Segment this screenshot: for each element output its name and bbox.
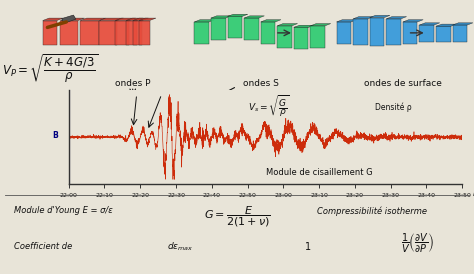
Text: $V_P = \sqrt{\dfrac{K+4G/3}{\rho}}$: $V_P = \sqrt{\dfrac{K+4G/3}{\rho}}$ bbox=[2, 52, 99, 85]
Polygon shape bbox=[60, 21, 78, 45]
Text: ondes S: ondes S bbox=[243, 79, 279, 88]
Polygon shape bbox=[194, 20, 215, 22]
Text: $\dfrac{1}{V}\left(\dfrac{\partial V}{\partial P}\right)$: $\dfrac{1}{V}\left(\dfrac{\partial V}{\p… bbox=[401, 232, 434, 255]
Polygon shape bbox=[310, 26, 325, 48]
Polygon shape bbox=[337, 20, 357, 22]
Polygon shape bbox=[228, 14, 248, 16]
Polygon shape bbox=[80, 21, 100, 45]
Polygon shape bbox=[386, 17, 407, 19]
Polygon shape bbox=[60, 18, 84, 21]
Polygon shape bbox=[294, 27, 309, 49]
Polygon shape bbox=[419, 25, 434, 42]
Polygon shape bbox=[43, 21, 57, 45]
Polygon shape bbox=[139, 21, 150, 45]
Polygon shape bbox=[403, 20, 423, 22]
Polygon shape bbox=[277, 24, 298, 26]
Polygon shape bbox=[115, 18, 136, 21]
Polygon shape bbox=[261, 20, 281, 22]
Text: ondes P: ondes P bbox=[115, 79, 150, 88]
Text: ondes de surface: ondes de surface bbox=[364, 79, 442, 88]
Text: Module d'Young E = σ/ε: Module d'Young E = σ/ε bbox=[14, 207, 113, 215]
Polygon shape bbox=[211, 18, 226, 40]
Text: Coefficient de: Coefficient de bbox=[14, 242, 73, 251]
Polygon shape bbox=[337, 22, 351, 44]
Polygon shape bbox=[80, 18, 106, 21]
Text: Compressibilité isotherme: Compressibilité isotherme bbox=[317, 206, 427, 216]
Polygon shape bbox=[386, 19, 401, 45]
Polygon shape bbox=[62, 15, 76, 23]
Polygon shape bbox=[126, 18, 143, 21]
Polygon shape bbox=[228, 16, 242, 38]
Polygon shape bbox=[353, 17, 374, 19]
Text: $d\varepsilon_{max}$: $d\varepsilon_{max}$ bbox=[167, 240, 193, 253]
Text: 1: 1 bbox=[305, 242, 311, 252]
Polygon shape bbox=[436, 24, 456, 26]
Polygon shape bbox=[244, 16, 264, 18]
Polygon shape bbox=[310, 24, 331, 26]
Polygon shape bbox=[115, 21, 129, 45]
Text: heure: heure bbox=[473, 191, 474, 197]
Polygon shape bbox=[294, 25, 314, 27]
Polygon shape bbox=[100, 21, 117, 45]
Polygon shape bbox=[100, 18, 124, 21]
Polygon shape bbox=[353, 19, 368, 45]
Polygon shape bbox=[211, 16, 231, 18]
Polygon shape bbox=[133, 21, 142, 45]
Polygon shape bbox=[43, 18, 63, 21]
Polygon shape bbox=[139, 18, 156, 21]
Polygon shape bbox=[194, 22, 209, 44]
Polygon shape bbox=[370, 15, 390, 18]
Polygon shape bbox=[261, 22, 275, 44]
Polygon shape bbox=[453, 25, 467, 42]
Polygon shape bbox=[277, 26, 292, 48]
Polygon shape bbox=[419, 23, 440, 25]
Text: Module de cisaillement G: Module de cisaillement G bbox=[266, 168, 373, 177]
Text: B: B bbox=[52, 131, 58, 140]
Polygon shape bbox=[453, 23, 473, 25]
Text: $G = \dfrac{E}{2(1+\nu)}$: $G = \dfrac{E}{2(1+\nu)}$ bbox=[203, 204, 271, 229]
Text: Densité ρ: Densité ρ bbox=[375, 102, 412, 112]
Polygon shape bbox=[436, 26, 451, 42]
Polygon shape bbox=[126, 21, 137, 45]
Text: $V_s = \sqrt{\dfrac{G}{\rho}}$: $V_s = \sqrt{\dfrac{G}{\rho}}$ bbox=[247, 93, 289, 119]
Polygon shape bbox=[133, 18, 148, 21]
Polygon shape bbox=[244, 18, 259, 40]
Polygon shape bbox=[370, 18, 384, 46]
Polygon shape bbox=[403, 22, 418, 44]
